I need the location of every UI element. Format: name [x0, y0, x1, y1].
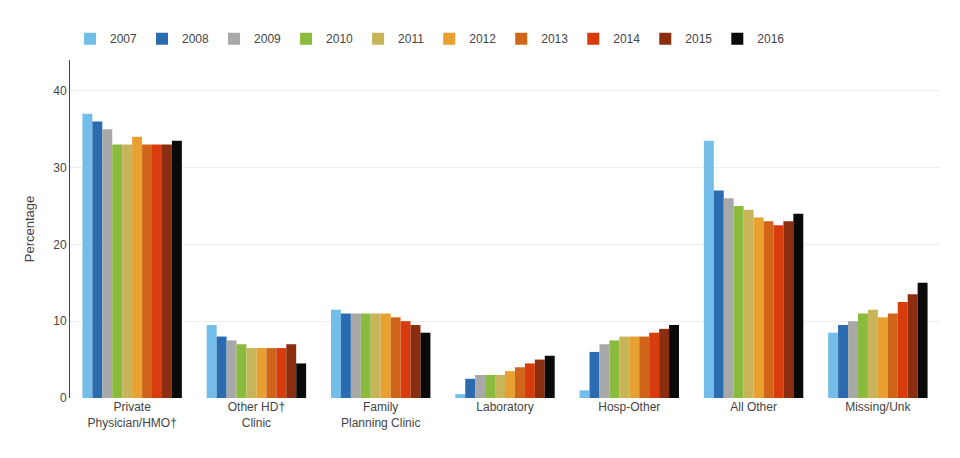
svg-text:Laboratory: Laboratory	[476, 400, 533, 414]
svg-text:Hosp-Other: Hosp-Other	[598, 400, 660, 414]
svg-text:2007: 2007	[110, 32, 137, 46]
svg-text:Missing/Unk: Missing/Unk	[845, 400, 911, 414]
svg-text:2011: 2011	[398, 32, 424, 46]
svg-text:2013: 2013	[541, 32, 568, 46]
svg-text:PrivatePhysician/HMO†: PrivatePhysician/HMO†	[87, 400, 176, 430]
svg-text:40: 40	[53, 84, 67, 98]
svg-text:0: 0	[60, 391, 67, 405]
svg-text:30: 30	[53, 161, 67, 175]
svg-text:All Other: All Other	[730, 400, 777, 414]
svg-text:20: 20	[53, 238, 67, 252]
svg-text:2016: 2016	[757, 32, 784, 46]
svg-text:Percentage: Percentage	[22, 196, 37, 263]
svg-text:FamilyPlanning Clinic: FamilyPlanning Clinic	[341, 400, 420, 430]
svg-text:2009: 2009	[254, 32, 281, 46]
svg-text:Other HD†Clinic: Other HD†Clinic	[228, 400, 285, 430]
svg-text:2014: 2014	[613, 32, 640, 46]
svg-text:2010: 2010	[326, 32, 353, 46]
svg-text:10: 10	[53, 314, 67, 328]
svg-text:2015: 2015	[685, 32, 712, 46]
svg-text:2012: 2012	[469, 32, 496, 46]
svg-text:2008: 2008	[182, 32, 209, 46]
